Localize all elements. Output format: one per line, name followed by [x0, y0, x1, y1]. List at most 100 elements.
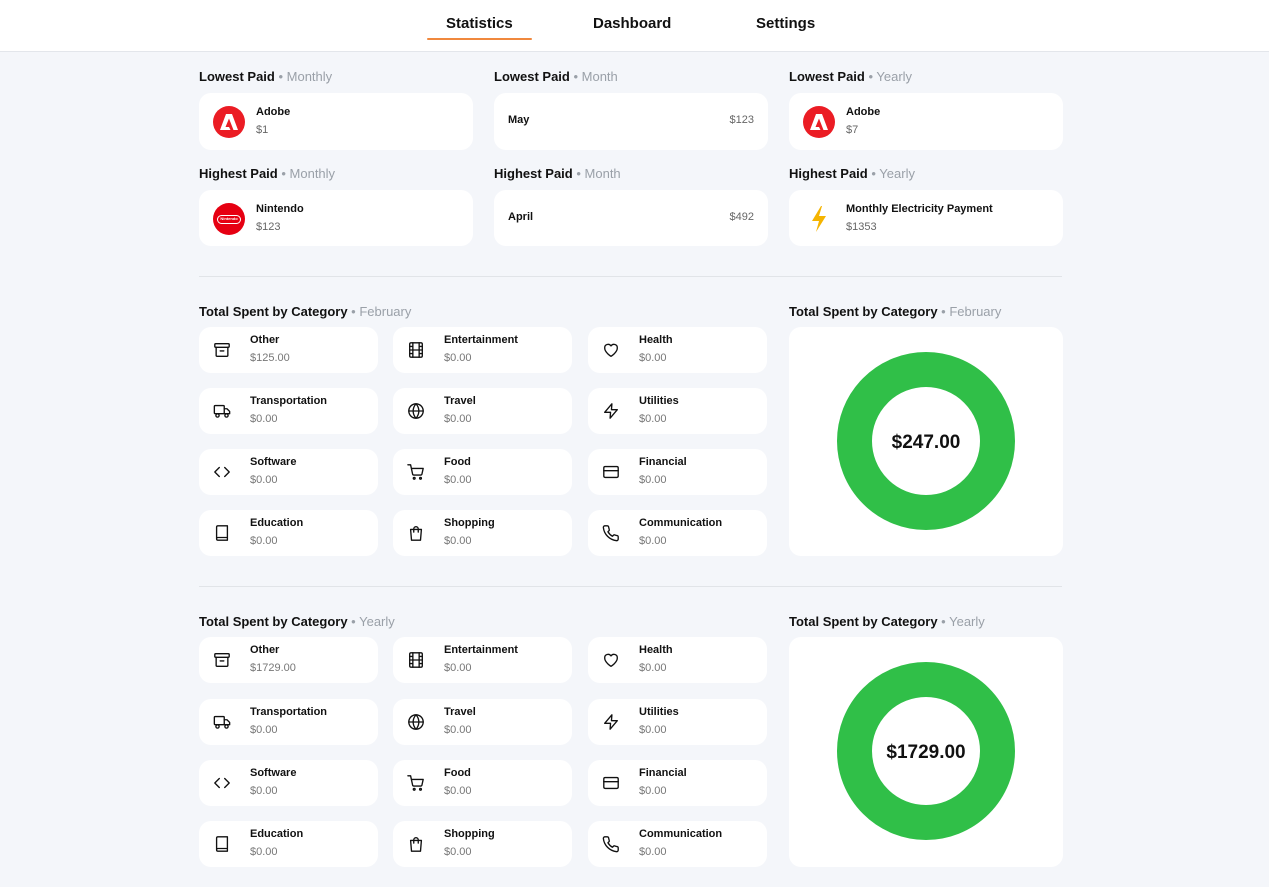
- category-card-other[interactable]: Other $125.00: [199, 327, 378, 373]
- category-card-food[interactable]: Food $0.00: [393, 449, 572, 495]
- lowest-monthly-card[interactable]: Adobe $1: [199, 93, 473, 150]
- category-label: Shopping: [444, 828, 495, 840]
- tab-statistics[interactable]: Statistics: [427, 15, 532, 40]
- highest-yearly-card[interactable]: Monthly Electricity Payment $1353: [789, 190, 1063, 246]
- nintendo-logo-icon: Nintendo: [213, 203, 245, 235]
- category-card-software[interactable]: Software $0.00: [199, 760, 378, 806]
- category-label: Travel: [444, 706, 476, 718]
- category-value: $0.00: [444, 846, 472, 858]
- category-value: $0.00: [444, 662, 472, 674]
- lowest-yearly-card[interactable]: Adobe $7: [789, 93, 1063, 150]
- tab-settings[interactable]: Settings: [756, 15, 816, 32]
- category-card-health[interactable]: Health $0.00: [588, 637, 767, 683]
- category-label: Travel: [444, 395, 476, 407]
- highest-monthly-heading: Highest Paid • Monthly: [199, 166, 336, 181]
- category-label: Entertainment: [444, 644, 518, 656]
- monthly-donut-chart: $247.00: [837, 352, 1015, 530]
- category-card-shopping[interactable]: Shopping $0.00: [393, 821, 572, 867]
- category-label: Communication: [639, 517, 723, 529]
- credit-card-icon: [603, 776, 619, 790]
- category-card-utilities[interactable]: Utilities $0.00: [588, 699, 767, 745]
- category-label: Food: [444, 456, 471, 468]
- category-card-education[interactable]: Education $0.00: [199, 510, 378, 556]
- category-card-travel[interactable]: Travel $0.00: [393, 388, 572, 434]
- yearly-donut-card: $1729.00: [789, 637, 1063, 867]
- code-icon: [214, 466, 230, 478]
- category-value: $0.00: [639, 785, 667, 797]
- archive-icon: [214, 653, 230, 667]
- category-value: $0.00: [250, 535, 278, 547]
- category-card-entertainment[interactable]: Entertainment $0.00: [393, 327, 572, 373]
- category-value: $0.00: [639, 846, 667, 858]
- category-card-food[interactable]: Food $0.00: [393, 760, 572, 806]
- category-card-communication[interactable]: Communication $0.00: [588, 821, 767, 867]
- category-card-shopping[interactable]: Shopping $0.00: [393, 510, 572, 556]
- highest-monthly-amount: $123: [256, 221, 281, 233]
- monthly-donut-card: $247.00: [789, 327, 1063, 556]
- category-value: $0.00: [444, 785, 472, 797]
- category-card-health[interactable]: Health $0.00: [588, 327, 767, 373]
- category-label: Other: [250, 644, 280, 656]
- category-value: $0.00: [639, 724, 667, 736]
- category-value: $0.00: [444, 352, 472, 364]
- heart-icon: [604, 343, 618, 357]
- cart-icon: [407, 464, 424, 480]
- category-value: $0.00: [250, 413, 278, 425]
- category-label: Entertainment: [444, 334, 518, 346]
- category-card-travel[interactable]: Travel $0.00: [393, 699, 572, 745]
- highest-monthly-card[interactable]: Nintendo Nintendo $123: [199, 190, 473, 246]
- donut-center-total: $247.00: [892, 432, 961, 453]
- highest-yearly-heading: Highest Paid • Yearly: [789, 166, 915, 181]
- code-icon: [214, 777, 230, 789]
- category-card-other[interactable]: Other $1729.00: [199, 637, 378, 683]
- adobe-logo-icon: [803, 106, 835, 138]
- category-label: Communication: [639, 828, 723, 840]
- category-card-utilities[interactable]: Utilities $0.00: [588, 388, 767, 434]
- category-card-transportation[interactable]: Transportation $0.00: [199, 388, 378, 434]
- category-card-transportation[interactable]: Transportation $0.00: [199, 699, 378, 745]
- category-card-software[interactable]: Software $0.00: [199, 449, 378, 495]
- category-label: Health: [639, 334, 673, 346]
- yearly-donut-chart: $1729.00: [837, 662, 1015, 840]
- lightning-icon: [803, 203, 835, 235]
- category-card-education[interactable]: Education $0.00: [199, 821, 378, 867]
- category-card-financial[interactable]: Financial $0.00: [588, 760, 767, 806]
- lowest-monthly-name: Adobe: [256, 106, 291, 118]
- lowest-month-amount: $123: [729, 114, 754, 126]
- archive-icon: [214, 343, 230, 357]
- category-value: $0.00: [250, 785, 278, 797]
- zap-icon: [604, 403, 618, 419]
- highest-month-card[interactable]: April $492: [494, 190, 768, 246]
- category-label: Financial: [639, 456, 687, 468]
- film-icon: [409, 342, 423, 358]
- highest-month-name: April: [508, 211, 534, 223]
- category-value: $0.00: [444, 724, 472, 736]
- category-label: Utilities: [639, 395, 679, 407]
- category-value: $0.00: [444, 535, 472, 547]
- highest-yearly-amount: $1353: [846, 221, 877, 233]
- category-label: Education: [250, 517, 304, 529]
- category-value: $0.00: [250, 846, 278, 858]
- category-label: Software: [250, 456, 297, 468]
- category-value: $0.00: [250, 724, 278, 736]
- lowest-month-card[interactable]: May $123: [494, 93, 768, 150]
- category-card-communication[interactable]: Communication $0.00: [588, 510, 767, 556]
- credit-card-icon: [603, 465, 619, 479]
- category-value: $0.00: [639, 352, 667, 364]
- category-label: Financial: [639, 767, 687, 779]
- highest-month-amount: $492: [729, 211, 754, 223]
- globe-icon: [408, 714, 424, 730]
- category-label: Transportation: [250, 395, 328, 407]
- globe-icon: [408, 403, 424, 419]
- category-card-entertainment[interactable]: Entertainment $0.00: [393, 637, 572, 683]
- lowest-yearly-heading: Lowest Paid • Yearly: [789, 69, 913, 84]
- lowest-monthly-heading: Lowest Paid • Monthly: [199, 69, 333, 84]
- truck-icon: [213, 715, 231, 729]
- donut-slice-other: [837, 662, 1015, 840]
- category-card-financial[interactable]: Financial $0.00: [588, 449, 767, 495]
- book-icon: [215, 836, 229, 852]
- category-label: Health: [639, 644, 673, 656]
- donut-slice-other: [837, 352, 1015, 530]
- cart-icon: [407, 775, 424, 791]
- tab-dashboard[interactable]: Dashboard: [593, 15, 672, 32]
